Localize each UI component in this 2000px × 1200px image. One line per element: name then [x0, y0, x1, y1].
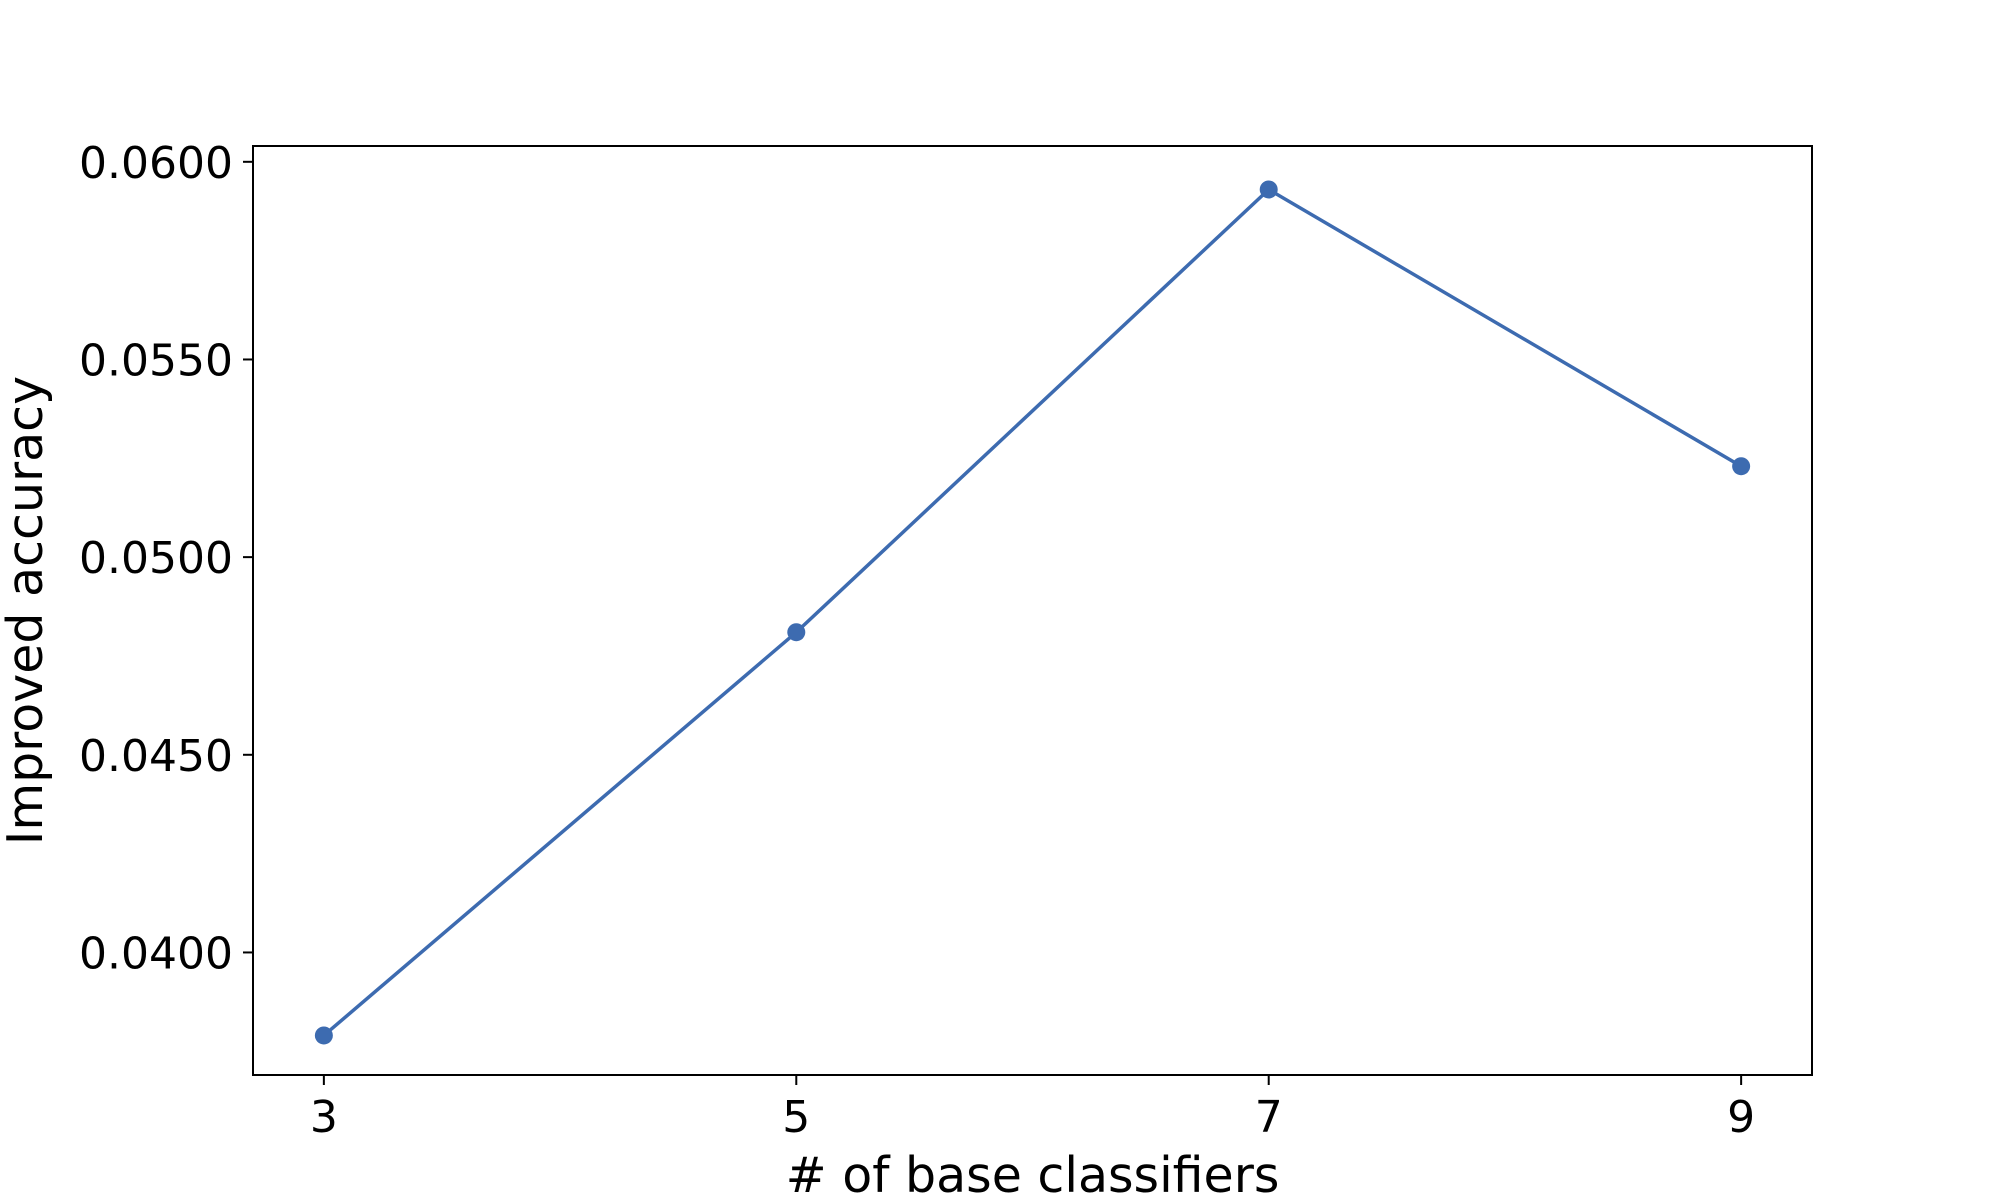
y-axis-label: Improved accuracy: [0, 376, 54, 845]
y-tick-label: 0.0500: [79, 533, 233, 584]
y-axis: 0.0400 0.0450 0.0500 0.0550 0.0600: [79, 138, 253, 979]
y-tick-label: 0.0550: [79, 335, 233, 386]
data-point: [1259, 180, 1278, 199]
data-point: [314, 1026, 333, 1045]
x-axis: 3 5 7 9: [310, 1075, 1755, 1143]
y-tick-label: 0.0600: [79, 138, 233, 189]
y-tick-label: 0.0400: [79, 928, 233, 979]
series-layer: [314, 180, 1751, 1045]
y-tick-label: 0.0450: [79, 731, 233, 782]
plot-frame: [252, 145, 1813, 1076]
x-tick-label: 5: [782, 1092, 810, 1143]
series-line: [322, 187, 1743, 1037]
data-point: [1732, 457, 1751, 476]
x-tick-label: 7: [1255, 1092, 1283, 1143]
data-point: [787, 623, 806, 642]
x-tick-label: 9: [1727, 1092, 1755, 1143]
x-axis-label: # of base classifiers: [786, 1147, 1280, 1200]
x-tick-label: 3: [310, 1092, 338, 1143]
